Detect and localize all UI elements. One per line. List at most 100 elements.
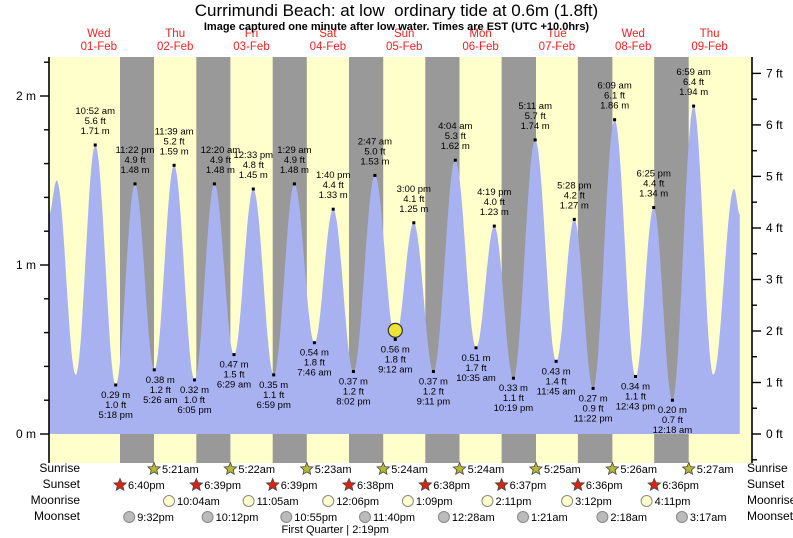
- high-tide-label: 4:19 pm: [477, 187, 511, 198]
- tide-point: [393, 337, 397, 341]
- high-tide-label: 3:00 pm: [397, 184, 431, 195]
- right-axis-tick-label: 2 ft: [766, 324, 783, 338]
- low-tide-label: 1.7 ft: [465, 363, 486, 374]
- tide-point: [652, 206, 656, 209]
- high-tide-label: 1.59 m: [160, 146, 189, 157]
- sunrise-icon: [146, 461, 162, 476]
- high-tide-label: 6.4 ft: [683, 77, 704, 88]
- high-tide-label: 1.94 m: [679, 87, 708, 98]
- moonrise-icon: [640, 495, 653, 507]
- high-tide-label: 1:40 pm: [316, 170, 350, 181]
- moonrise-icon: [481, 495, 494, 507]
- low-tide-label: 1.0 ft: [105, 400, 126, 411]
- tide-point: [634, 375, 637, 378]
- low-tide-label: 0.54 m: [300, 348, 329, 359]
- high-tide-label: 4:04 am: [438, 121, 472, 132]
- sunset-icon: [112, 477, 128, 492]
- high-tide-label: 11:39 am: [155, 126, 194, 137]
- high-tide-label: 6:09 am: [597, 81, 631, 92]
- low-tide-label: 1.2 ft: [343, 387, 364, 398]
- day-name: Mon: [469, 28, 491, 40]
- sunrise-icon: [223, 461, 238, 476]
- sunrise-time: 5:21am: [162, 464, 199, 476]
- high-tide-label: 5:28 pm: [557, 180, 591, 191]
- sunset-icon: [494, 477, 509, 492]
- tide-point: [511, 376, 515, 380]
- sunset-time: 6:39pm: [204, 480, 241, 492]
- day-date: 08-Feb: [615, 41, 651, 53]
- moonset-time: 12:28am: [452, 512, 495, 524]
- sunset-row-label-left: Sunset: [42, 477, 80, 491]
- tide-point: [591, 386, 595, 390]
- day-name: Thu: [165, 28, 185, 40]
- sunrise-row-label-right: Sunrise: [747, 461, 788, 475]
- moonset-icon: [437, 511, 450, 523]
- sunrise-row-label-left: Sunrise: [39, 461, 80, 475]
- moonset-icon: [359, 511, 371, 523]
- sunset-time: 6:38pm: [357, 480, 394, 492]
- low-tide-label: 0.32 m: [180, 385, 209, 396]
- high-tide-label: 1.62 m: [441, 141, 470, 152]
- day-date: 03-Feb: [233, 41, 269, 53]
- right-axis-tick-label: 4 ft: [766, 221, 783, 235]
- tide-point: [133, 182, 137, 186]
- right-axis-tick-label: 5 ft: [766, 169, 783, 183]
- sunrise-time: 5:25am: [544, 464, 581, 476]
- day-date: 09-Feb: [691, 41, 727, 53]
- low-tide-label: 0.29 m: [101, 390, 130, 401]
- moonset-time: 11:40pm: [373, 512, 415, 524]
- tide-point: [692, 104, 696, 108]
- low-tide-label: 0.51 m: [461, 353, 490, 364]
- high-tide-label: 4.0 ft: [484, 197, 505, 208]
- tide-point: [453, 158, 457, 162]
- day-date: 05-Feb: [386, 41, 422, 53]
- tide-point: [613, 118, 617, 122]
- low-tide-label: 0.35 m: [259, 380, 288, 391]
- tide-point: [533, 138, 537, 142]
- moonrise-icon: [163, 495, 175, 507]
- high-tide-label: 1.34 m: [639, 189, 668, 200]
- high-tide-label: 5:11 am: [518, 101, 552, 112]
- low-tide-label: 0.7 ft: [662, 415, 683, 426]
- high-tide-label: 1.27 m: [560, 200, 589, 211]
- moonset-time: 3:17am: [690, 512, 727, 524]
- current-level-marker: [387, 322, 403, 338]
- low-tide-label: 5:26 am: [143, 395, 177, 406]
- low-tide-label: 1.1 ft: [503, 393, 524, 404]
- tide-point: [474, 346, 478, 350]
- page-subtitle: Image captured one minute after low wate…: [203, 21, 590, 33]
- day-name: Wed: [87, 28, 110, 40]
- sunrise-time: 5:27am: [697, 464, 734, 476]
- high-tide-label: 1.74 m: [521, 121, 550, 132]
- low-tide-label: 0.33 m: [499, 383, 528, 394]
- low-tide-label: 12:18 am: [653, 425, 693, 436]
- right-axis-tick-label: 6 ft: [766, 118, 783, 132]
- tide-point: [93, 143, 97, 147]
- moonset-time: 2:18am: [610, 512, 647, 524]
- moonset-time: 9:32pm: [137, 512, 174, 524]
- high-tide-label: 1.25 m: [399, 204, 428, 215]
- sunrise-time: 5:24am: [468, 464, 505, 476]
- high-tide-label: 6.1 ft: [604, 91, 625, 102]
- moonset-row-label-left: Moonset: [33, 509, 80, 523]
- left-axis-tick-label: 0 m: [16, 427, 36, 441]
- low-tide-label: 1.2 ft: [150, 385, 171, 396]
- moonrise-icon: [401, 495, 414, 507]
- low-tide-label: 11:45 am: [537, 386, 576, 397]
- low-tide-label: 6:59 pm: [257, 400, 291, 411]
- sunset-time: 6:38pm: [433, 480, 470, 492]
- low-tide-label: 0.37 m: [419, 377, 448, 388]
- moonrise-time: 10:04am: [177, 496, 220, 508]
- high-tide-label: 5.0 ft: [364, 146, 385, 157]
- tide-point: [670, 398, 674, 402]
- low-tide-label: 1.4 ft: [546, 376, 567, 387]
- tide-point: [152, 368, 156, 372]
- high-tide-label: 12:33 pm: [233, 150, 273, 161]
- low-tide-label: 9:12 am: [378, 364, 412, 375]
- sunrise-icon: [452, 461, 467, 476]
- tide-point: [373, 173, 377, 177]
- tide-point: [412, 221, 416, 225]
- low-tide-label: 11:22 pm: [574, 413, 613, 424]
- high-tide-label: 12:20 am: [201, 145, 241, 156]
